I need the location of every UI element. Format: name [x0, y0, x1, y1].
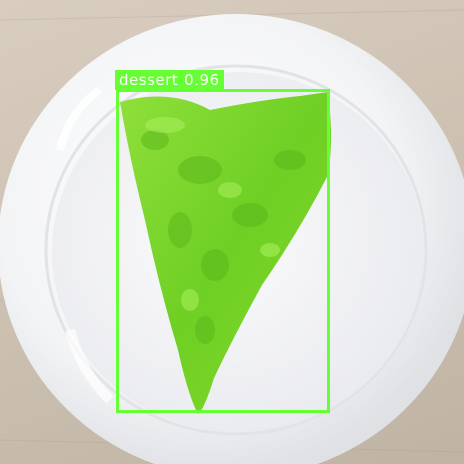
dessert-mask: [120, 92, 331, 414]
detection-class: dessert: [119, 71, 179, 89]
detection-box: [116, 89, 330, 413]
detection-label: dessert 0.96: [115, 70, 224, 90]
plate-highlight-lower: [65, 328, 114, 404]
plate-rim-shadow: [44, 64, 428, 436]
dessert-highlights: [145, 117, 280, 311]
dessert-texture: [141, 130, 306, 344]
plate-highlight: [56, 86, 103, 152]
detection-confidence: 0.96: [184, 71, 220, 89]
